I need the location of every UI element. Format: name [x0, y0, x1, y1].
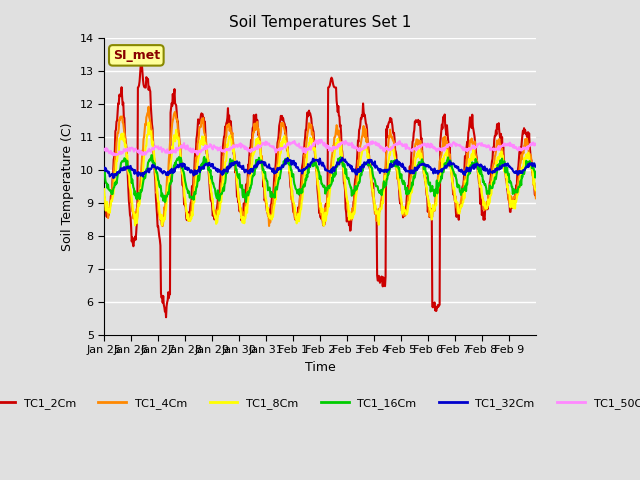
TC1_2Cm: [389, 128, 397, 134]
TC1_50Cm: [109, 152, 117, 158]
TC1_2Cm: [365, 148, 372, 154]
TC1_32Cm: [231, 159, 239, 165]
TC1_4Cm: [100, 197, 108, 203]
TC1_2Cm: [253, 125, 260, 131]
Line: TC1_16Cm: TC1_16Cm: [104, 155, 536, 202]
Legend: TC1_2Cm, TC1_4Cm, TC1_8Cm, TC1_16Cm, TC1_32Cm, TC1_50Cm: TC1_2Cm, TC1_4Cm, TC1_8Cm, TC1_16Cm, TC1…: [0, 394, 640, 413]
TC1_8Cm: [389, 146, 397, 152]
TC1_4Cm: [269, 202, 277, 208]
TC1_16Cm: [365, 161, 372, 167]
TC1_16Cm: [152, 166, 159, 172]
TC1_32Cm: [365, 157, 372, 163]
TC1_8Cm: [145, 120, 152, 125]
TC1_8Cm: [152, 164, 159, 169]
TC1_2Cm: [138, 59, 145, 64]
TC1_50Cm: [389, 145, 397, 151]
TC1_8Cm: [269, 212, 276, 218]
Line: TC1_50Cm: TC1_50Cm: [104, 140, 536, 155]
TC1_4Cm: [159, 223, 166, 229]
TC1_16Cm: [161, 199, 169, 205]
TC1_4Cm: [389, 137, 397, 143]
TC1_50Cm: [252, 144, 260, 150]
TC1_16Cm: [232, 161, 239, 167]
TC1_50Cm: [152, 143, 159, 149]
TC1_4Cm: [253, 120, 260, 125]
TC1_32Cm: [389, 163, 397, 169]
X-axis label: Time: Time: [305, 360, 335, 374]
TC1_32Cm: [109, 175, 117, 180]
Title: Soil Temperatures Set 1: Soil Temperatures Set 1: [229, 15, 411, 30]
TC1_50Cm: [100, 147, 108, 153]
TC1_16Cm: [100, 169, 108, 175]
TC1_32Cm: [252, 165, 260, 170]
TC1_2Cm: [162, 314, 170, 320]
TC1_50Cm: [231, 144, 239, 150]
TC1_8Cm: [532, 187, 540, 193]
TC1_4Cm: [365, 151, 372, 157]
TC1_8Cm: [365, 155, 372, 161]
TC1_2Cm: [152, 178, 159, 184]
Line: TC1_4Cm: TC1_4Cm: [104, 107, 536, 226]
Y-axis label: Soil Temperature (C): Soil Temperature (C): [61, 122, 74, 251]
TC1_2Cm: [100, 199, 108, 204]
TC1_2Cm: [269, 192, 277, 198]
TC1_16Cm: [253, 164, 260, 170]
TC1_32Cm: [152, 164, 159, 170]
TC1_8Cm: [100, 186, 108, 192]
TC1_2Cm: [232, 169, 239, 175]
TC1_16Cm: [148, 152, 156, 158]
TC1_32Cm: [269, 169, 276, 175]
TC1_8Cm: [320, 223, 328, 228]
TC1_4Cm: [532, 195, 540, 201]
TC1_32Cm: [339, 155, 346, 160]
TC1_50Cm: [269, 144, 276, 150]
TC1_50Cm: [532, 141, 540, 147]
TC1_50Cm: [365, 141, 372, 147]
Line: TC1_2Cm: TC1_2Cm: [104, 61, 536, 317]
TC1_16Cm: [532, 170, 540, 176]
TC1_32Cm: [100, 166, 108, 172]
TC1_2Cm: [532, 189, 540, 194]
TC1_16Cm: [269, 193, 277, 199]
TC1_16Cm: [389, 159, 397, 165]
TC1_32Cm: [532, 164, 540, 169]
Text: SI_met: SI_met: [113, 49, 160, 62]
TC1_50Cm: [317, 137, 325, 143]
Line: TC1_32Cm: TC1_32Cm: [104, 157, 536, 178]
Line: TC1_8Cm: TC1_8Cm: [104, 122, 536, 226]
TC1_8Cm: [252, 138, 260, 144]
TC1_8Cm: [231, 157, 239, 163]
TC1_4Cm: [152, 170, 159, 176]
TC1_4Cm: [145, 104, 152, 109]
TC1_4Cm: [232, 159, 239, 165]
